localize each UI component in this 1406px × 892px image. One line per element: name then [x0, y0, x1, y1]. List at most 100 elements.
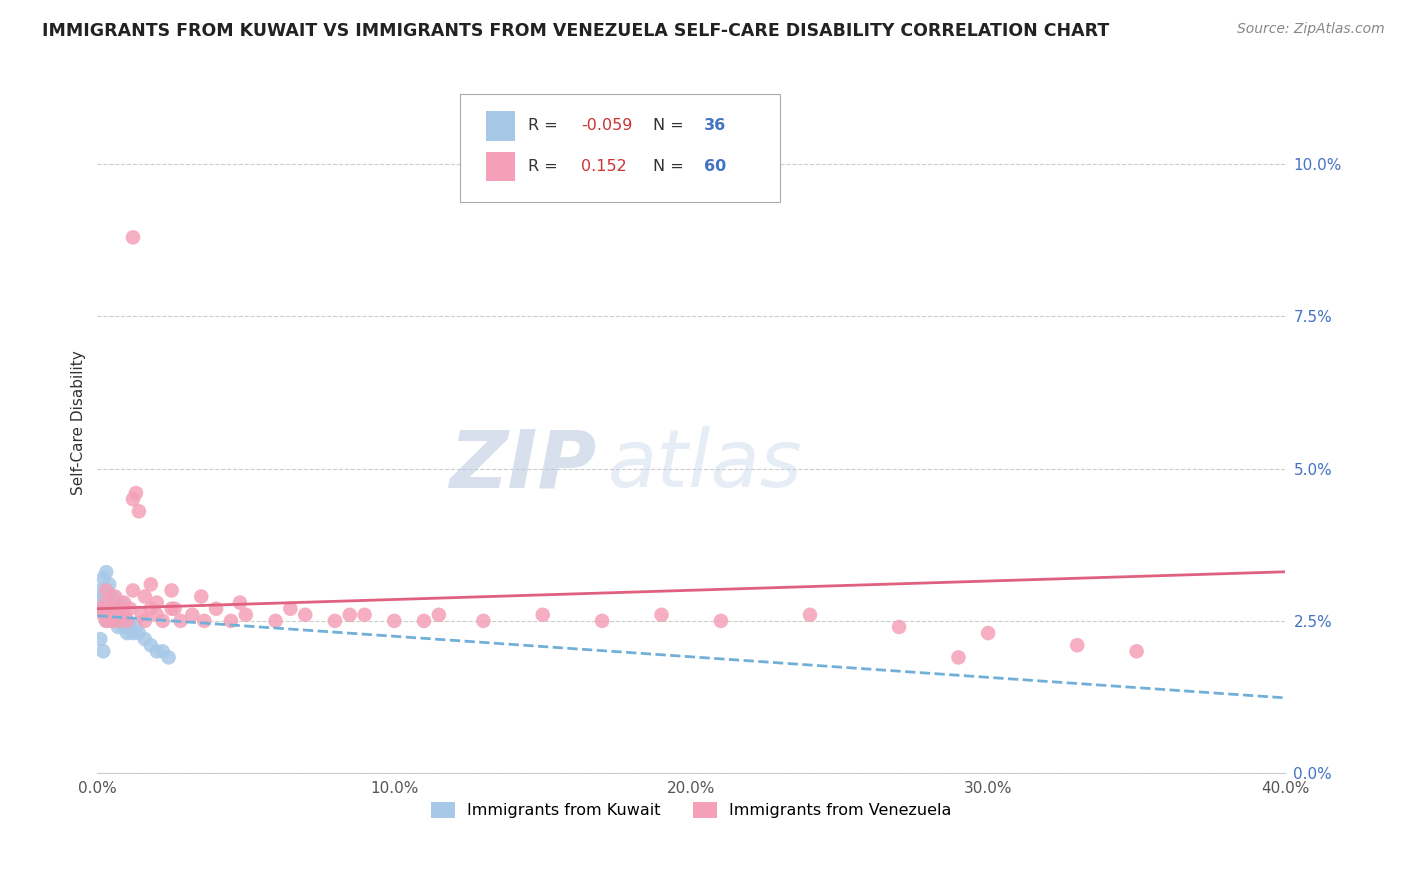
Text: ZIP: ZIP: [449, 426, 596, 504]
Point: [339, 607, 361, 622]
Point: [948, 650, 970, 665]
Point: [122, 492, 145, 507]
Text: -0.059: -0.059: [581, 118, 633, 133]
Point: [190, 590, 212, 604]
Point: [710, 614, 733, 628]
Text: Source: ZipAtlas.com: Source: ZipAtlas.com: [1237, 22, 1385, 37]
Point: [98, 596, 121, 610]
Point: [101, 614, 124, 628]
Point: [96, 614, 118, 628]
Point: [193, 614, 215, 628]
Point: [112, 596, 135, 610]
FancyBboxPatch shape: [485, 153, 516, 181]
Point: [112, 620, 135, 634]
Point: [472, 614, 495, 628]
Point: [96, 601, 118, 615]
Point: [96, 596, 118, 610]
Point: [280, 601, 302, 615]
Point: [91, 571, 114, 585]
Point: [101, 590, 124, 604]
Point: [115, 614, 138, 628]
Point: [101, 601, 124, 615]
Point: [160, 583, 183, 598]
Point: [382, 614, 405, 628]
Point: [110, 601, 132, 615]
Text: N =: N =: [654, 118, 689, 133]
Point: [169, 614, 191, 628]
Point: [107, 601, 129, 615]
Point: [104, 590, 127, 604]
Point: [134, 614, 156, 628]
Point: [91, 601, 114, 615]
Point: [152, 644, 174, 658]
Point: [353, 607, 375, 622]
Point: [139, 577, 162, 591]
Point: [145, 596, 167, 610]
Point: [1125, 644, 1147, 658]
Point: [264, 614, 287, 628]
FancyBboxPatch shape: [460, 94, 780, 202]
Point: [89, 601, 111, 615]
Point: [134, 590, 156, 604]
Point: [96, 583, 118, 598]
Point: [163, 601, 186, 615]
Point: [110, 596, 132, 610]
Point: [977, 626, 1000, 640]
Point: [125, 486, 148, 500]
Point: [205, 601, 228, 615]
Point: [89, 596, 111, 610]
Point: [118, 620, 141, 634]
Point: [427, 607, 450, 622]
Point: [651, 607, 673, 622]
Point: [799, 607, 821, 622]
Point: [181, 607, 204, 622]
Point: [91, 590, 114, 604]
Point: [115, 626, 138, 640]
Point: [125, 620, 148, 634]
Point: [152, 614, 174, 628]
Point: [122, 230, 145, 244]
Point: [139, 601, 162, 615]
Point: [89, 632, 111, 647]
Point: [887, 620, 910, 634]
FancyBboxPatch shape: [485, 112, 516, 141]
Point: [128, 626, 150, 640]
Text: 60: 60: [704, 159, 727, 174]
Point: [104, 596, 127, 610]
Point: [98, 607, 121, 622]
Point: [112, 607, 135, 622]
Point: [104, 607, 127, 622]
Point: [157, 650, 180, 665]
Point: [235, 607, 257, 622]
Point: [294, 607, 316, 622]
Point: [122, 626, 145, 640]
Point: [160, 601, 183, 615]
Point: [323, 614, 346, 628]
Point: [96, 565, 118, 579]
Text: R =: R =: [529, 118, 564, 133]
Point: [91, 607, 114, 622]
Y-axis label: Self-Care Disability: Self-Care Disability: [72, 351, 86, 495]
Point: [219, 614, 242, 628]
Text: 36: 36: [704, 118, 727, 133]
Point: [229, 596, 252, 610]
Point: [131, 607, 153, 622]
Text: 0.152: 0.152: [581, 159, 627, 174]
Point: [112, 607, 135, 622]
Legend: Immigrants from Kuwait, Immigrants from Venezuela: Immigrants from Kuwait, Immigrants from …: [425, 796, 959, 824]
Point: [531, 607, 554, 622]
Text: atlas: atlas: [607, 426, 803, 504]
Text: R =: R =: [529, 159, 564, 174]
Point: [591, 614, 613, 628]
Point: [1066, 638, 1088, 652]
Point: [89, 583, 111, 598]
Point: [96, 583, 118, 598]
Point: [139, 638, 162, 652]
Point: [107, 620, 129, 634]
Point: [96, 614, 118, 628]
Point: [98, 607, 121, 622]
Point: [122, 583, 145, 598]
Point: [145, 607, 167, 622]
Text: N =: N =: [654, 159, 689, 174]
Point: [110, 614, 132, 628]
